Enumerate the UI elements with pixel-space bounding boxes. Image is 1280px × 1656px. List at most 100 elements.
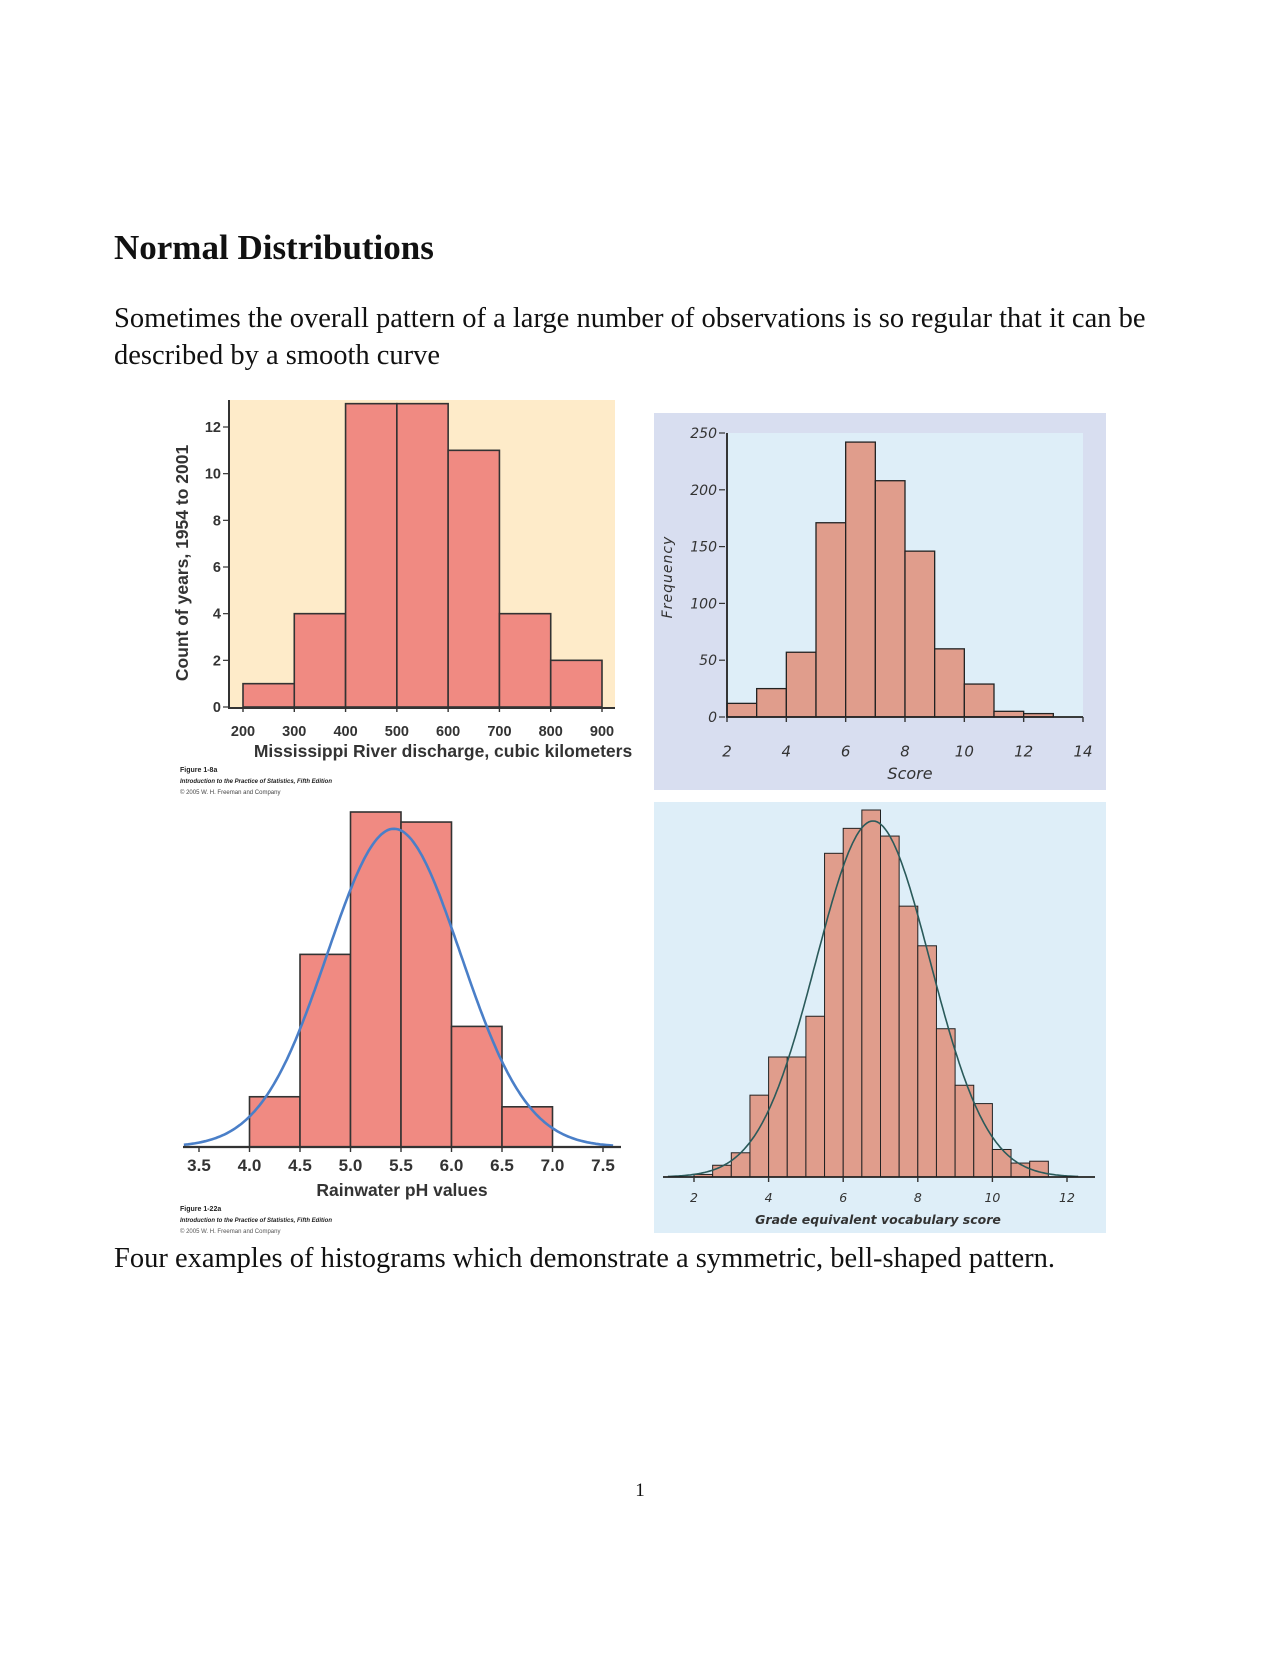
chart1-x-tick-label: 600 — [436, 724, 460, 740]
chart3-x-tick-label: 6.0 — [440, 1156, 464, 1175]
chart4-x-tick-label: 10 — [984, 1190, 1000, 1205]
chart4-bar — [786, 1056, 807, 1178]
chart2-bar — [726, 702, 758, 718]
chart2-bar — [785, 651, 817, 718]
chart3-figure-number: Figure 1-22a — [180, 1206, 221, 1213]
chart4-x-tick-label: 2 — [690, 1190, 698, 1205]
chart3-bar — [349, 811, 402, 1148]
chart2-x-tick-label: 6 — [841, 743, 851, 761]
chart2-y-tick-label: 100 — [690, 596, 717, 612]
chart4-x-label: Grade equivalent vocabulary score — [755, 1212, 1001, 1227]
chart1-x-tick-label: 500 — [385, 724, 409, 740]
chart3-x-tick-label: 7.5 — [591, 1156, 615, 1175]
chart1-bar — [396, 402, 449, 708]
chart2-bar — [756, 687, 787, 718]
chart2-bar — [845, 441, 876, 718]
chart2-y-tick-label: 250 — [690, 426, 717, 442]
chart2-x-label: Score — [887, 764, 932, 783]
chart1-y-tick-label: 8 — [213, 513, 221, 529]
chart4-bar — [880, 835, 900, 1178]
chart3-x-tick-label: 7.0 — [541, 1156, 565, 1175]
chart1-y-tick-label: 0 — [213, 700, 221, 716]
chart4-x-tick-label: 8 — [914, 1190, 922, 1205]
chart2-y-tick-label: 150 — [690, 540, 717, 556]
chart4-bar — [973, 1103, 993, 1178]
chart-mississippi-discharge: 200 300 400 500 600 700 800 900 0 2 4 6 8 10 12 Missis… — [172, 400, 632, 796]
chart2-y-tick-label: 0 — [708, 710, 717, 726]
chart4-bar — [730, 1152, 751, 1178]
chart1-bar — [293, 612, 347, 708]
chart1-y-tick-label: 2 — [213, 653, 221, 669]
chart4-bar — [842, 827, 863, 1178]
chart3-bar — [400, 821, 453, 1148]
chart1-x-tick-label: 900 — [590, 724, 614, 740]
chart3-x-label: Rainwater pH values — [316, 1180, 487, 1200]
page-number: 1 — [635, 1480, 645, 1501]
chart4-bar — [917, 945, 937, 1178]
chart4-bar — [991, 1148, 1012, 1178]
chart1-bar — [447, 449, 501, 708]
chart4-bar — [935, 1028, 956, 1178]
chart3-x-tick-label: 4.5 — [288, 1156, 312, 1175]
chart2-bar — [963, 683, 995, 718]
chart1-x-tick-label: 800 — [539, 724, 563, 740]
chart1-x-tick-label: 700 — [487, 724, 511, 740]
chart3-normal-curve — [183, 827, 614, 1147]
chart3-bar — [248, 1095, 301, 1148]
chart-rainwater-ph: 3.5 4.0 4.5 5.0 5.5 6.0 6.5 7.0 7.5 Rainwater pH… — [180, 811, 621, 1235]
chart2-x-tick-label: 4 — [782, 743, 792, 761]
chart3-x-tick-label: 4.0 — [238, 1156, 262, 1175]
chart2-bar — [815, 522, 847, 718]
chart3-x-tick-label: 5.5 — [389, 1156, 413, 1175]
chart2-y-label: Frequency — [660, 536, 676, 619]
chart2-x-tick-label: 8 — [900, 743, 910, 761]
chart1-bar — [498, 612, 552, 708]
chart2-x-tick-label: 2 — [722, 743, 732, 761]
chart3-figure-copyright: © 2005 W. H. Freeman and Company — [180, 1228, 280, 1235]
chart3-x-tick-label: 5.0 — [339, 1156, 363, 1175]
chart4-bar — [861, 809, 881, 1178]
chart-score-frequency: 2 4 6 8 10 12 14 0 50 100 150 200 250 Score Frequenc… — [654, 413, 1106, 790]
chart4-normal-curve — [667, 820, 1079, 1178]
chart4-x-tick-label: 12 — [1059, 1190, 1075, 1205]
chart2-bar — [904, 550, 936, 718]
chart2-x-tick-label: 14 — [1073, 743, 1092, 761]
chart3-x-tick-label: 6.5 — [490, 1156, 514, 1175]
chart1-y-tick-label: 12 — [205, 420, 221, 436]
chart4-bar — [954, 1084, 975, 1178]
chart2-y-tick-label: 50 — [699, 653, 717, 669]
chart4-bar — [768, 1056, 788, 1178]
chart2-y-tick-label: 200 — [690, 483, 717, 499]
chart2-bar — [874, 480, 906, 718]
chart3-bar — [501, 1106, 554, 1148]
chart-vocabulary-score: 2 4 6 8 10 12 Grade equivalent vocabulary sco… — [654, 802, 1106, 1233]
chart3-bar — [299, 953, 352, 1148]
chart4-bar — [749, 1094, 770, 1178]
chart2-x-tick-label: 10 — [955, 743, 974, 761]
figure-caption: Four examples of histograms which demons… — [114, 1243, 1056, 1274]
chart1-bar — [344, 402, 398, 708]
chart1-figure-number: Figure 1-8a — [180, 767, 217, 774]
chart1-x-tick-label: 200 — [231, 724, 255, 740]
chart1-x-tick-label: 300 — [282, 724, 306, 740]
chart4-x-tick-label: 6 — [839, 1190, 847, 1205]
chart4-bar — [898, 905, 919, 1178]
chart1-figure-copyright: © 2005 W. H. Freeman and Company — [180, 789, 280, 796]
chart4-bar — [824, 852, 844, 1178]
chart1-x-label: Mississippi River discharge, cubic kilom… — [254, 741, 633, 761]
chart1-figure-source: Introduction to the Practice of Statisti… — [180, 779, 332, 785]
chart1-y-tick-label: 10 — [205, 467, 221, 483]
chart2-x-tick-label: 12 — [1014, 743, 1033, 761]
chart1-x-tick-label: 400 — [333, 724, 357, 740]
chart4-bar — [805, 1015, 826, 1178]
chart2-bar — [934, 648, 965, 718]
chart1-y-tick-label: 4 — [213, 607, 221, 623]
chart3-x-tick-label: 3.5 — [187, 1156, 211, 1175]
chart1-bar — [549, 659, 603, 708]
page-title: Normal Distributions — [114, 228, 434, 267]
chart1-y-label: Count of years, 1954 to 2001 — [172, 445, 192, 682]
chart1-y-tick-label: 6 — [213, 560, 221, 576]
chart3-figure-source: Introduction to the Practice of Statisti… — [180, 1218, 332, 1224]
intro-paragraph: Sometimes the overall pattern of a large… — [114, 303, 1146, 371]
